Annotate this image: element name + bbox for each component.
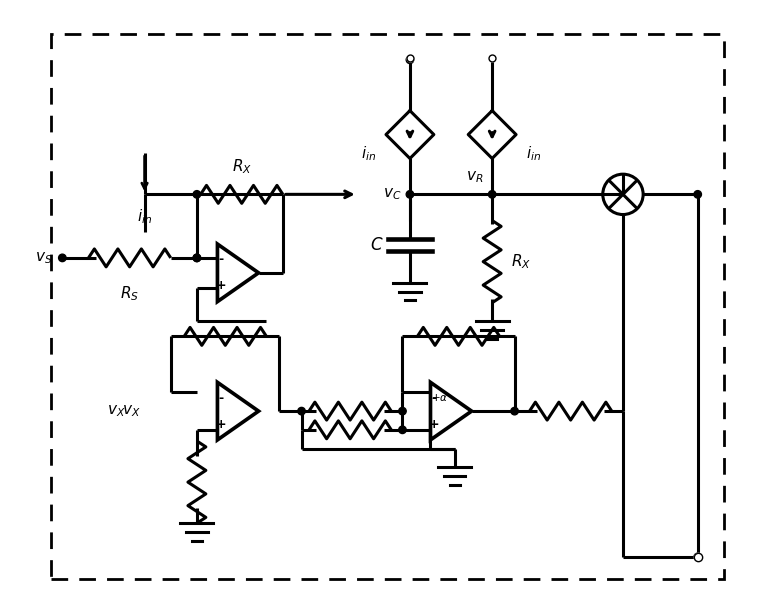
Text: $v_X$: $v_X$ [108,403,126,419]
Circle shape [298,407,305,415]
Text: $v_X$: $v_X$ [122,403,141,419]
Circle shape [694,553,701,561]
Text: +: + [216,417,226,431]
Circle shape [193,254,201,262]
Circle shape [59,254,66,262]
Text: $R_S$: $R_S$ [120,284,140,303]
Circle shape [406,56,414,63]
Text: $R_X$: $R_X$ [511,252,531,271]
Text: +: + [429,417,439,431]
Text: $i_{in}$: $i_{in}$ [525,144,541,163]
Circle shape [511,407,518,415]
Text: -: - [432,392,437,405]
Text: $v_R$: $v_R$ [466,170,483,185]
Text: $v_S$: $v_S$ [35,250,53,266]
Circle shape [398,407,406,415]
Circle shape [398,426,406,434]
Text: $i_{in}$: $i_{in}$ [137,208,152,226]
Text: +: + [216,279,226,292]
Text: $v_C$: $v_C$ [383,187,401,202]
Circle shape [488,191,496,198]
Text: $R_X$: $R_X$ [232,157,252,176]
Text: -: - [219,392,224,405]
Text: $+\alpha$: $+\alpha$ [431,392,449,403]
Circle shape [406,191,414,198]
Text: $i_{in}$: $i_{in}$ [361,144,377,163]
Circle shape [694,191,701,198]
Text: -: - [219,254,224,267]
Circle shape [193,254,201,262]
Text: $C$: $C$ [370,236,384,254]
Circle shape [193,191,201,198]
